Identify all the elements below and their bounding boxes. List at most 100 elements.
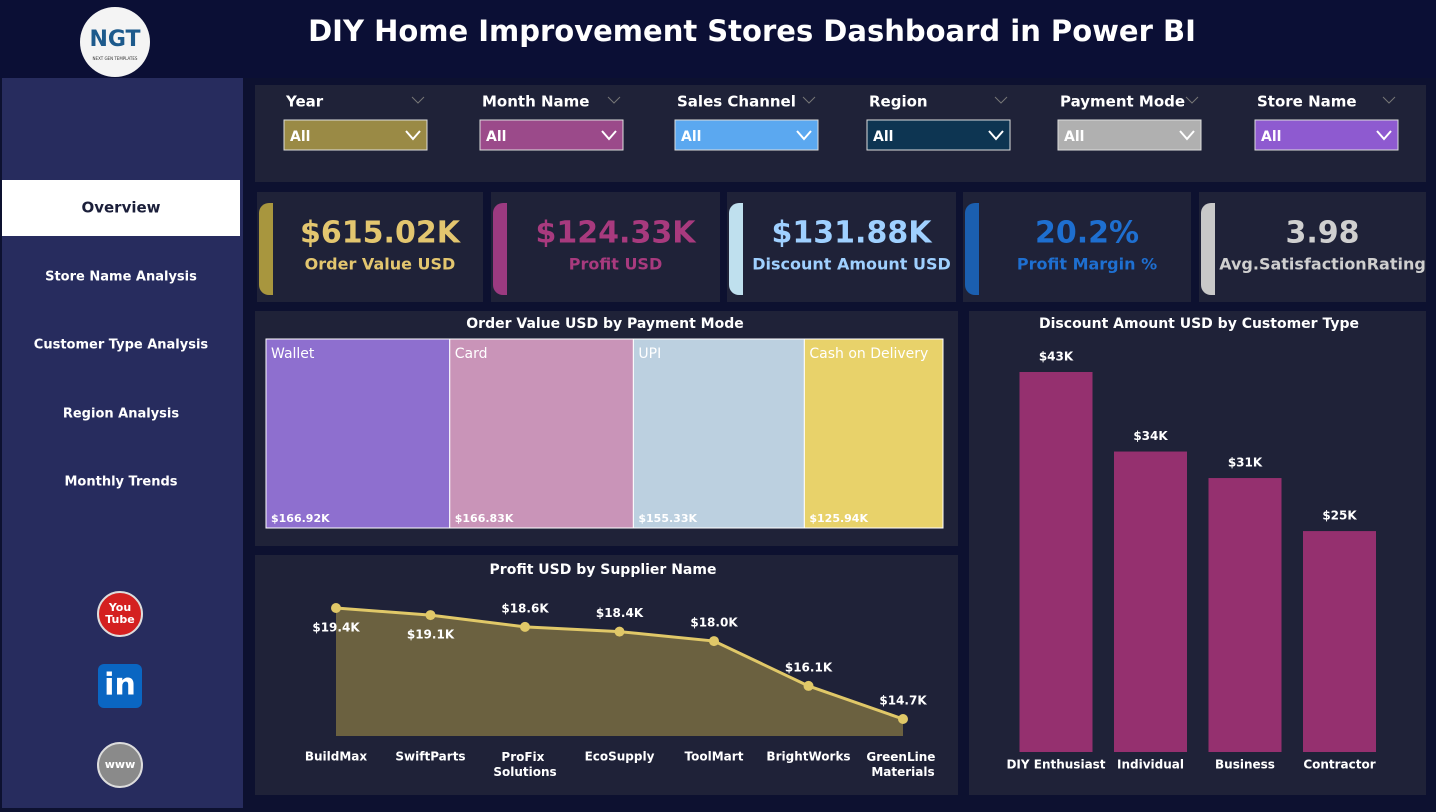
filter-dropdown[interactable]	[1254, 119, 1399, 151]
logo: NGT	[89, 27, 140, 52]
social-icon[interactable]	[97, 742, 143, 788]
kpi-accent	[493, 203, 507, 295]
nav-item[interactable]: Overview	[81, 199, 160, 217]
filter-dropdown[interactable]	[479, 119, 624, 151]
cell-label: Wallet	[271, 346, 315, 362]
social-label: in	[104, 668, 136, 703]
treemap-cell	[265, 338, 451, 529]
filter-chevron	[411, 96, 425, 104]
filter-chevron	[994, 96, 1008, 104]
treemap-cell	[803, 338, 944, 529]
dropdown-chevron	[1179, 130, 1195, 141]
x-tick-label: GreenLine Materials	[866, 750, 939, 779]
dropdown-chevron	[601, 130, 617, 141]
kpi-value: 20.2%	[1035, 216, 1139, 251]
filter-value: All	[873, 129, 893, 145]
x-tick-label: Contractor	[1303, 758, 1375, 772]
page-title: DIY Home Improvement Stores Dashboard in…	[308, 14, 1196, 48]
bar	[1019, 372, 1093, 752]
chart-title: Profit USD by Supplier Name	[490, 562, 717, 578]
data-label: $25K	[1322, 509, 1357, 523]
x-tick-label: SwiftParts	[395, 750, 465, 764]
filter-chevron	[607, 96, 621, 104]
kpi-accent	[965, 203, 979, 295]
nav-item[interactable]: Monthly Trends	[64, 475, 177, 490]
x-tick-label: Business	[1215, 758, 1275, 772]
cell-value: $155.33K	[638, 512, 697, 525]
logo-tagline: NEXT GEN TEMPLATES	[93, 56, 138, 61]
data-label: $18.4K	[596, 606, 644, 620]
filter-panel	[255, 85, 1426, 182]
social-icon[interactable]	[97, 591, 143, 637]
kpi-label: Order Value USD	[305, 255, 456, 274]
dropdown-chevron	[1376, 130, 1392, 141]
filter-value: All	[290, 129, 310, 145]
x-tick-label: DIY Enthusiast	[1006, 758, 1105, 772]
data-label: $18.6K	[501, 601, 549, 615]
point	[331, 603, 341, 613]
nav-item[interactable]: Store Name Analysis	[45, 270, 197, 285]
kpi-card	[257, 192, 483, 302]
point	[520, 621, 530, 632]
chart-title: Discount Amount USD by Customer Type	[1039, 316, 1359, 332]
kpi-value: $615.02K	[300, 216, 462, 251]
x-tick-label: Individual	[1117, 758, 1184, 772]
filter-label: Payment Mode	[1060, 93, 1185, 111]
filter-label: Year	[285, 93, 324, 111]
filter-dropdown[interactable]	[866, 119, 1011, 151]
kpi-card	[1199, 192, 1426, 302]
point	[803, 680, 814, 691]
filter-label: Region	[869, 93, 928, 111]
cell-label: Card	[455, 346, 488, 362]
data-label: $43K	[1039, 350, 1074, 364]
kpi-card	[963, 192, 1191, 302]
kpi-accent	[729, 203, 743, 295]
social-label: Tube	[105, 613, 134, 626]
logo-circle	[80, 7, 150, 77]
nav-item[interactable]: Customer Type Analysis	[34, 338, 209, 353]
social-label: You	[108, 601, 131, 614]
bar	[1208, 478, 1282, 752]
filter-value: All	[681, 129, 701, 145]
cell-value: $166.92K	[271, 512, 330, 525]
nav-active-bg	[2, 180, 240, 236]
filter-chevron	[1185, 96, 1199, 104]
filter-chevron	[1382, 96, 1396, 104]
cell-label: Cash on Delivery	[809, 346, 928, 362]
filter-label: Month Name	[482, 93, 589, 111]
filter-value: All	[486, 129, 506, 145]
filter-label: Sales Channel	[677, 93, 796, 111]
kpi-value: 3.98	[1285, 216, 1359, 251]
point	[898, 714, 908, 724]
treemap-cell	[449, 338, 634, 529]
kpi-accent	[259, 203, 273, 295]
filter-dropdown[interactable]	[1057, 119, 1202, 151]
bar	[1114, 451, 1187, 752]
treemap-cell	[632, 338, 805, 529]
data-label: $19.1K	[407, 628, 455, 642]
x-tick-label: BrightWorks	[766, 750, 850, 764]
kpi-label: Discount Amount USD	[752, 255, 951, 274]
kpi-label: Profit Margin %	[1017, 255, 1157, 274]
data-label: $14.7K	[879, 694, 927, 708]
kpi-label: Avg.SatisfactionRating	[1219, 255, 1426, 274]
filter-chevron	[802, 96, 816, 104]
data-label: $16.1K	[785, 660, 833, 674]
point	[425, 610, 436, 621]
kpi-value: $124.33K	[536, 216, 698, 251]
point	[709, 636, 719, 647]
data-label: $34K	[1133, 429, 1168, 443]
bar	[1303, 531, 1376, 752]
kpi-card	[727, 192, 956, 302]
filter-value: All	[1064, 129, 1084, 145]
data-label: $18.0K	[690, 616, 738, 630]
filter-dropdown[interactable]	[283, 119, 428, 151]
nav-item[interactable]: Region Analysis	[63, 407, 180, 422]
social-icon[interactable]	[98, 664, 142, 708]
chart-title: Order Value USD by Payment Mode	[466, 316, 743, 332]
x-tick-label: ToolMart	[685, 750, 744, 764]
filter-dropdown[interactable]	[674, 119, 819, 151]
filter-label: Store Name	[1257, 93, 1357, 111]
dropdown-chevron	[988, 130, 1004, 141]
